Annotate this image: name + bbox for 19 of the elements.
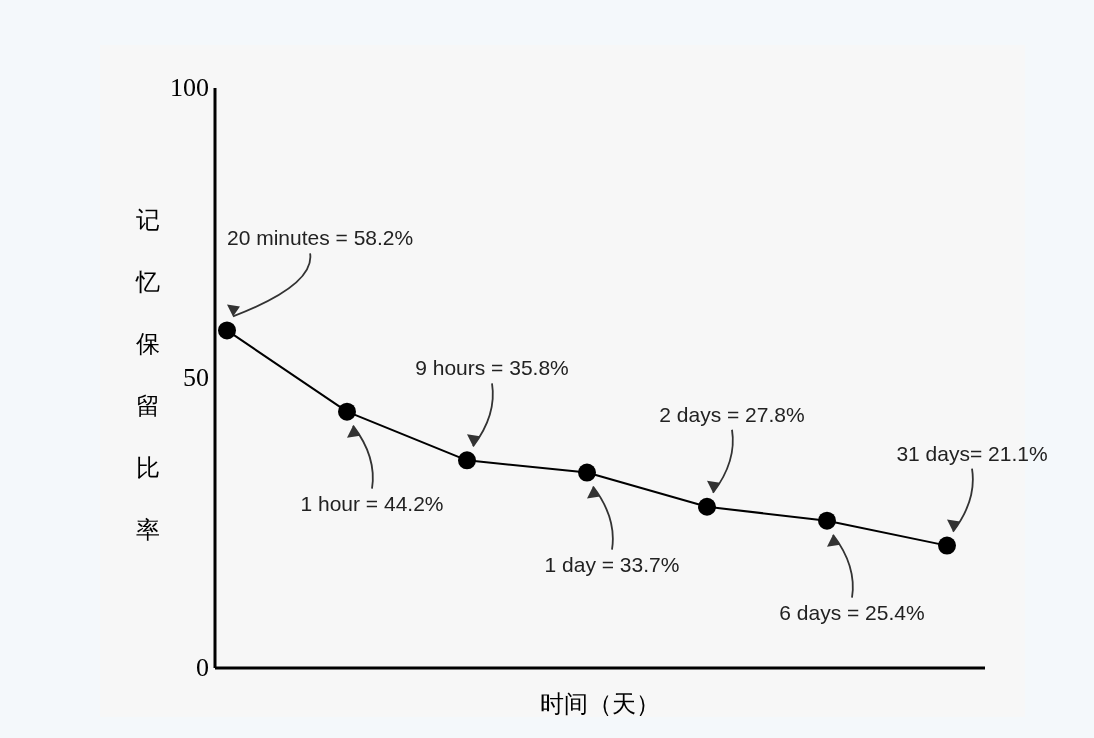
point <box>338 402 356 421</box>
annotation: 20 minutes = 58.2% <box>227 226 414 250</box>
annotation: 2 days = 27.8% <box>659 402 805 426</box>
y-tick-label: 100 <box>170 73 209 102</box>
y-tick-label: 0 <box>196 653 209 682</box>
point <box>698 497 716 516</box>
point <box>578 463 596 482</box>
point <box>818 511 836 530</box>
y-tick-label: 50 <box>183 363 209 392</box>
annotation: 1 hour = 44.2% <box>300 491 444 515</box>
point <box>938 536 956 555</box>
x-axis-title: 时间（天） <box>540 690 660 717</box>
annotation: 9 hours = 35.8% <box>415 356 569 380</box>
annotation: 6 days = 25.4% <box>779 600 925 624</box>
point <box>458 451 476 470</box>
annotation: 1 day = 33.7% <box>544 552 680 576</box>
point <box>218 321 236 340</box>
annotation: 31 days= 21.1% <box>896 441 1048 465</box>
text: 记忆保留比率 <box>136 206 160 543</box>
